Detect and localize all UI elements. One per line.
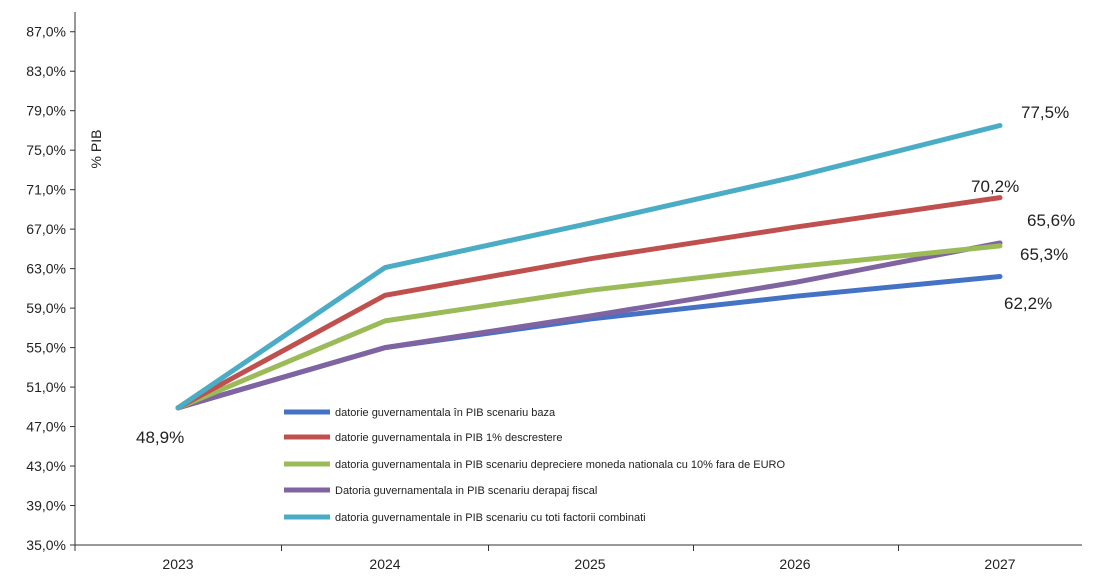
- series-line: [175, 240, 1003, 411]
- y-tick-label: 43,0%: [26, 458, 66, 474]
- legend-entry: datoria guvernamentale in PIB scenariu c…: [335, 512, 646, 524]
- data-label: 70,2%: [971, 177, 1019, 196]
- x-tick-label: 2023: [162, 556, 193, 572]
- y-tick-label: 75,0%: [26, 142, 66, 158]
- data-label: 62,2%: [1004, 294, 1052, 313]
- x-tick-label: 2026: [779, 556, 810, 572]
- x-tick-label: 2024: [369, 556, 400, 572]
- y-tick-label: 59,0%: [26, 300, 66, 316]
- y-tick-label: 63,0%: [26, 261, 66, 277]
- y-axis-label: % PIB: [88, 130, 104, 169]
- series-line: [175, 243, 1003, 411]
- y-tick-label: 51,0%: [26, 379, 66, 395]
- y-tick-label: 39,0%: [26, 498, 66, 514]
- y-tick-label: 83,0%: [26, 63, 66, 79]
- x-tick-label: 2027: [984, 556, 1015, 572]
- y-tick-label: 67,0%: [26, 221, 66, 237]
- data-label: 77,5%: [1021, 103, 1069, 122]
- data-label: 65,6%: [1027, 211, 1075, 230]
- y-tick-label: 47,0%: [26, 419, 66, 435]
- legend-entry: datorie guvernamentala in PIB 1% descres…: [335, 432, 562, 444]
- legend: datorie guvernamentala în PIB scenariu b…: [284, 407, 785, 524]
- y-tick-label: 79,0%: [26, 103, 66, 119]
- series-line: [175, 123, 1003, 411]
- legend-entry: datoria guvernamentala in PIB scenariu d…: [335, 459, 785, 471]
- data-label: 65,3%: [1020, 245, 1068, 264]
- y-tick-label: 71,0%: [26, 182, 66, 198]
- x-axis: 2023 2024 2025 2026 2027: [74, 544, 1082, 572]
- y-axis: 35,0% 39,0% 43,0% 47,0% 51,0% 55,0% 59,0% 63,0%…: [26, 12, 76, 553]
- y-tick-label: 55,0%: [26, 340, 66, 356]
- x-tick-label: 2025: [574, 556, 605, 572]
- data-labels: 48,9% 77,5% 70,2% 65,6% 65,3% 62,2%: [136, 103, 1075, 447]
- y-tick-label: 35,0%: [26, 537, 66, 553]
- series-lines: [175, 123, 1003, 411]
- legend-entry: datorie guvernamentala în PIB scenariu b…: [335, 407, 556, 419]
- series-line: [175, 195, 1003, 411]
- legend-entry: Datoria guvernamentala in PIB scenariu d…: [335, 485, 597, 497]
- data-label: 48,9%: [136, 428, 184, 447]
- y-tick-label: 87,0%: [26, 24, 66, 40]
